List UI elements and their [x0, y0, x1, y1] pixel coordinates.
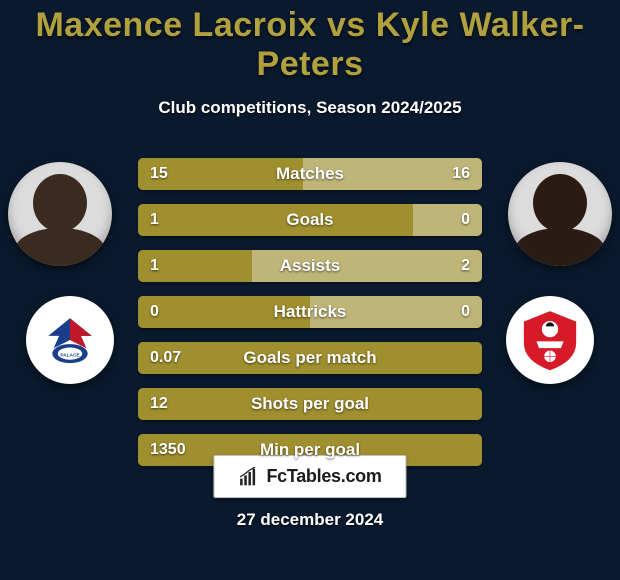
stat-row: 15Matches16	[138, 158, 482, 190]
stat-row: 0.07Goals per match	[138, 342, 482, 374]
date-text: 27 december 2024	[0, 510, 620, 530]
stat-label: Hattricks	[138, 296, 482, 328]
player-right-portrait	[508, 162, 612, 266]
stat-value-right: 0	[461, 211, 470, 229]
stat-value-right: 2	[461, 257, 470, 275]
stat-label: Goals per match	[138, 342, 482, 374]
bar-chart-icon	[238, 467, 258, 487]
subtitle: Club competitions, Season 2024/2025	[158, 98, 461, 118]
page-title: Maxence Lacroix vs Kyle Walker-Peters	[0, 6, 620, 84]
stat-label: Matches	[138, 158, 482, 190]
stat-row: 0Hattricks0	[138, 296, 482, 328]
stat-row: 1350Min per goal	[138, 434, 482, 466]
stat-row: 1Goals0	[138, 204, 482, 236]
player-left-portrait	[8, 162, 112, 266]
stat-label: Assists	[138, 250, 482, 282]
player-silhouette-icon	[522, 174, 598, 266]
stat-row: 12Shots per goal	[138, 388, 482, 420]
club-left-crest: PALACE	[26, 296, 114, 384]
stat-value-right: 0	[461, 303, 470, 321]
stat-value-right: 16	[452, 165, 470, 183]
player-silhouette-icon	[22, 174, 98, 266]
svg-text:PALACE: PALACE	[60, 352, 79, 358]
stat-row: 1Assists2	[138, 250, 482, 282]
stat-label: Min per goal	[138, 434, 482, 466]
comparison-card: Maxence Lacroix vs Kyle Walker-Peters Cl…	[0, 0, 620, 580]
stat-label: Shots per goal	[138, 388, 482, 420]
brand-text: FcTables.com	[266, 466, 381, 487]
club-right-crest	[506, 296, 594, 384]
stat-label: Goals	[138, 204, 482, 236]
saints-crest-icon	[516, 306, 584, 374]
eagle-crest-icon: PALACE	[36, 306, 104, 374]
stat-bars: 15Matches161Goals01Assists20Hattricks00.…	[138, 158, 482, 466]
